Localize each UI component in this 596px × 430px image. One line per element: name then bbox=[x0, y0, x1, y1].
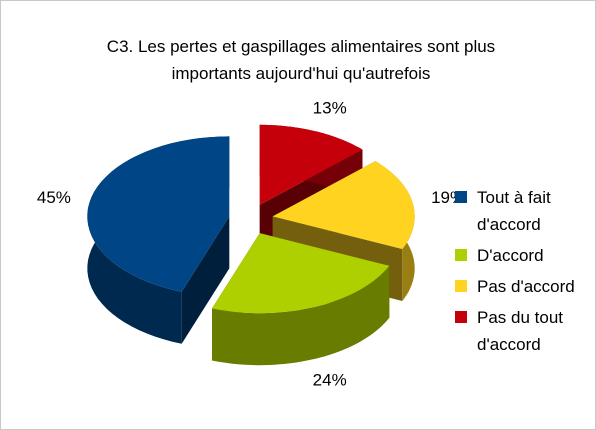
legend-item: D'accord bbox=[455, 242, 591, 269]
slice bbox=[212, 233, 390, 366]
slice-wall bbox=[181, 216, 230, 344]
data-label: 24% bbox=[313, 370, 347, 389]
legend-swatch bbox=[455, 249, 467, 261]
legend-label: D'accord bbox=[477, 246, 544, 265]
slice-top bbox=[87, 136, 230, 292]
legend-swatch bbox=[455, 280, 467, 292]
legend-item: Pas d'accord bbox=[455, 273, 591, 300]
slice-top bbox=[259, 124, 363, 205]
legend: Tout à fait d'accord D'accord Pas d'accord… bbox=[455, 184, 591, 362]
legend-swatch bbox=[455, 311, 467, 323]
legend-label: Pas d'accord bbox=[477, 277, 575, 296]
legend-item: Tout à fait d'accord bbox=[455, 184, 591, 238]
data-label: 13% bbox=[313, 99, 347, 118]
slice bbox=[87, 136, 230, 344]
data-label: 45% bbox=[37, 188, 71, 207]
legend-item: Pas du tout d'accord bbox=[455, 304, 591, 358]
chart-title: C3. Les pertes et gaspillages alimentair… bbox=[106, 37, 496, 83]
legend-swatch bbox=[455, 191, 467, 203]
slice-top bbox=[272, 161, 415, 249]
legend-label: Tout à fait d'accord bbox=[477, 188, 551, 234]
slice-top bbox=[212, 233, 390, 314]
legend-label: Pas du tout d'accord bbox=[477, 308, 564, 354]
slice-side bbox=[212, 265, 390, 366]
